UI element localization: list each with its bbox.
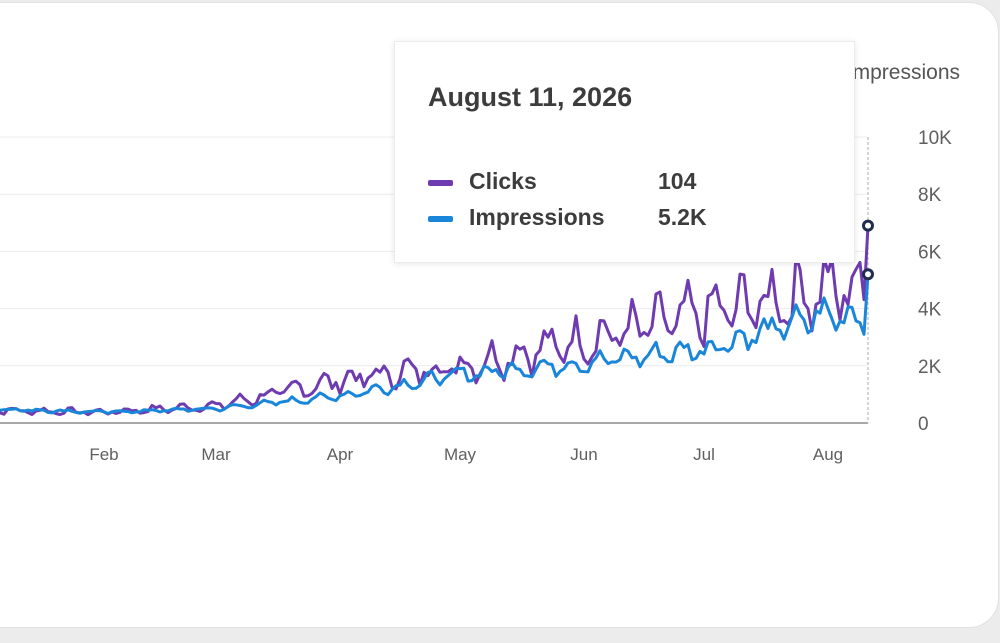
y-tick-label: 0: [918, 414, 929, 435]
impressions-legend-swatch: [428, 216, 453, 222]
tooltip-date: August 11, 2026: [428, 82, 633, 112]
hover-marker-clicks: [862, 219, 874, 232]
chart-tooltip: August 11, 2026 Clicks 104 Impressions 5…: [394, 41, 855, 263]
series-line-impressions[interactable]: [0, 274, 870, 415]
y-tick-label: 4K: [918, 300, 942, 321]
x-tick-label: Mar: [201, 445, 231, 464]
x-tick-label: Apr: [327, 445, 354, 464]
x-tick-label: Jul: [693, 445, 715, 464]
x-tick-label: Aug: [813, 445, 843, 464]
hover-marker-impressions: [862, 268, 874, 281]
y-tick-label: 6K: [918, 242, 942, 263]
y-tick-label: 2K: [918, 357, 942, 378]
series-line-clicks[interactable]: [0, 225, 870, 417]
tooltip-impressions-label: Impressions: [469, 204, 605, 230]
x-tick-label: May: [444, 445, 477, 464]
series-lines[interactable]: [0, 225, 870, 417]
tooltip-clicks-label: Clicks: [469, 168, 537, 194]
x-tick-label: Jun: [570, 445, 597, 464]
y-tick-label: 10K: [918, 128, 952, 149]
x-axis-ticks: Feb Mar Apr May Jun Jul Aug: [89, 445, 843, 464]
y-axis-title: Impressions: [847, 61, 960, 84]
hover-markers: [862, 219, 874, 281]
x-tick-label: Feb: [89, 445, 118, 464]
tooltip-impressions-value: 5.2K: [658, 204, 707, 230]
y-tick-label: 8K: [918, 185, 942, 206]
tooltip-row-impressions: Impressions 5.2K: [428, 204, 828, 234]
y-axis-ticks: 0 2K 4K 6K 8K 10K: [918, 128, 952, 435]
clicks-legend-swatch: [428, 180, 453, 186]
tooltip-clicks-value: 104: [658, 168, 697, 194]
tooltip-row-clicks: Clicks 104: [428, 168, 828, 198]
